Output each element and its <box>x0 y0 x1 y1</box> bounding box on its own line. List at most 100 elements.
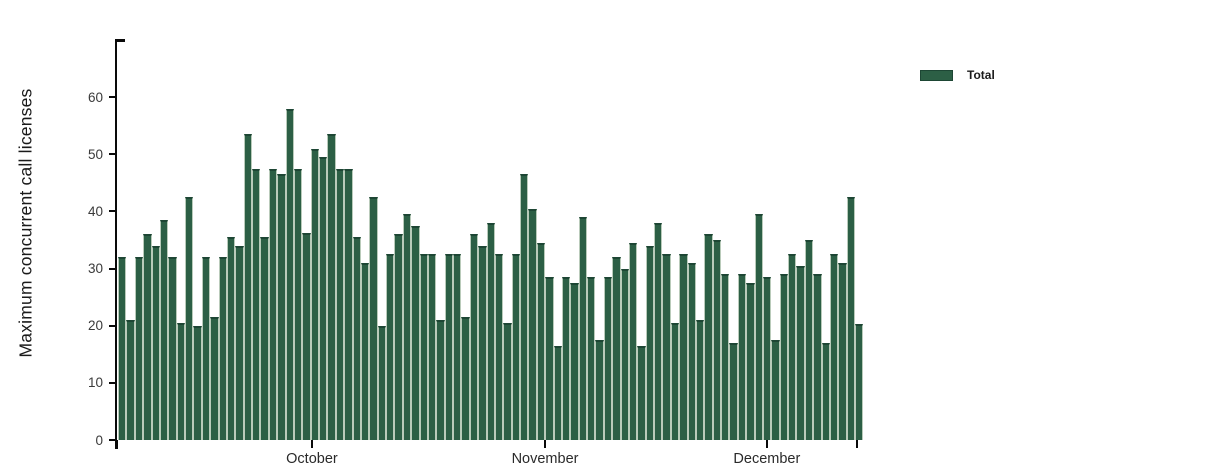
bar[interactable] <box>620 268 629 440</box>
bar[interactable] <box>695 320 705 440</box>
bar[interactable] <box>444 254 453 440</box>
bar[interactable] <box>662 254 671 440</box>
bar[interactable] <box>679 254 688 440</box>
bar[interactable] <box>419 254 428 440</box>
bar[interactable] <box>804 240 814 440</box>
bar[interactable] <box>319 157 328 440</box>
y-tick <box>109 439 115 441</box>
bar[interactable] <box>427 254 437 440</box>
bar[interactable] <box>369 197 378 440</box>
bar[interactable] <box>670 322 680 440</box>
bar[interactable] <box>704 234 713 440</box>
bar[interactable] <box>587 277 596 440</box>
bar[interactable] <box>235 245 244 440</box>
bar[interactable] <box>570 282 579 440</box>
bar[interactable] <box>520 174 529 440</box>
legend-item-total[interactable]: Total <box>920 69 995 81</box>
bar[interactable] <box>411 225 420 440</box>
bar[interactable] <box>377 325 386 440</box>
bar[interactable] <box>855 324 864 440</box>
bar[interactable] <box>327 134 336 440</box>
bar[interactable] <box>536 242 546 440</box>
bar[interactable] <box>645 245 654 440</box>
bar[interactable] <box>360 262 370 440</box>
bar[interactable] <box>737 274 747 440</box>
bar[interactable] <box>310 148 319 440</box>
bar[interactable] <box>469 234 479 440</box>
bar[interactable] <box>478 245 487 440</box>
bar[interactable] <box>126 320 135 440</box>
bar[interactable] <box>285 108 294 440</box>
bar[interactable] <box>838 262 847 440</box>
bar[interactable] <box>243 134 252 440</box>
x-tick <box>116 440 118 448</box>
bar[interactable] <box>712 240 721 440</box>
bar[interactable] <box>578 217 587 440</box>
bar[interactable] <box>494 254 504 440</box>
legend-label: Total <box>967 68 995 82</box>
bar[interactable] <box>829 254 839 440</box>
bar[interactable] <box>721 274 730 440</box>
bar[interactable] <box>344 168 353 440</box>
bar[interactable] <box>796 265 805 440</box>
y-tick <box>109 267 115 270</box>
bar[interactable] <box>779 274 788 440</box>
bar[interactable] <box>436 320 445 440</box>
bar[interactable] <box>226 237 236 440</box>
bar[interactable] <box>277 174 286 440</box>
bar[interactable] <box>335 168 345 440</box>
bar[interactable] <box>185 197 194 440</box>
bar[interactable] <box>528 208 537 440</box>
bar[interactable] <box>118 257 127 440</box>
bar[interactable] <box>771 340 780 440</box>
bar[interactable] <box>612 257 621 440</box>
bar[interactable] <box>143 234 152 440</box>
bar[interactable] <box>595 340 604 440</box>
bar[interactable] <box>210 317 219 440</box>
bar[interactable] <box>687 262 696 440</box>
bar[interactable] <box>762 277 772 440</box>
bar[interactable] <box>729 342 738 440</box>
bar[interactable] <box>654 222 663 440</box>
bar[interactable] <box>788 254 797 440</box>
bar[interactable] <box>846 197 855 440</box>
bar[interactable] <box>553 345 562 440</box>
bar[interactable] <box>260 237 269 440</box>
bar[interactable] <box>302 232 311 440</box>
bar[interactable] <box>746 282 755 440</box>
plot-area: 0 10 20 30 40 50 60 October November December <box>88 39 864 467</box>
bar[interactable] <box>252 168 261 440</box>
bar[interactable] <box>561 277 571 440</box>
bar[interactable] <box>159 220 169 440</box>
x-tick-label-december: December <box>733 451 801 467</box>
bar[interactable] <box>201 257 211 440</box>
bar[interactable] <box>151 245 160 440</box>
bar[interactable] <box>386 254 395 440</box>
bar[interactable] <box>503 322 512 440</box>
bar[interactable] <box>394 234 403 440</box>
bar[interactable] <box>168 257 177 440</box>
bar[interactable] <box>637 345 646 440</box>
bar[interactable] <box>511 254 520 440</box>
bar[interactable] <box>821 342 830 440</box>
bar[interactable] <box>134 257 144 440</box>
bar[interactable] <box>545 277 554 440</box>
bar[interactable] <box>193 325 202 440</box>
bar[interactable] <box>402 214 412 440</box>
bar[interactable] <box>486 222 495 440</box>
bar[interactable] <box>218 257 227 440</box>
bar[interactable] <box>293 168 303 440</box>
bar[interactable] <box>268 168 278 440</box>
x-tick <box>855 440 858 448</box>
bar[interactable] <box>628 242 638 440</box>
x-tick-label-november: November <box>511 451 579 467</box>
bar[interactable] <box>176 322 185 440</box>
bar[interactable] <box>754 214 763 440</box>
bar-series-total <box>118 40 864 440</box>
bar[interactable] <box>813 274 822 440</box>
bar[interactable] <box>461 317 470 440</box>
y-tick-label: 20 <box>87 317 103 333</box>
bar[interactable] <box>453 254 462 440</box>
bar[interactable] <box>603 277 613 440</box>
bar[interactable] <box>352 237 361 440</box>
